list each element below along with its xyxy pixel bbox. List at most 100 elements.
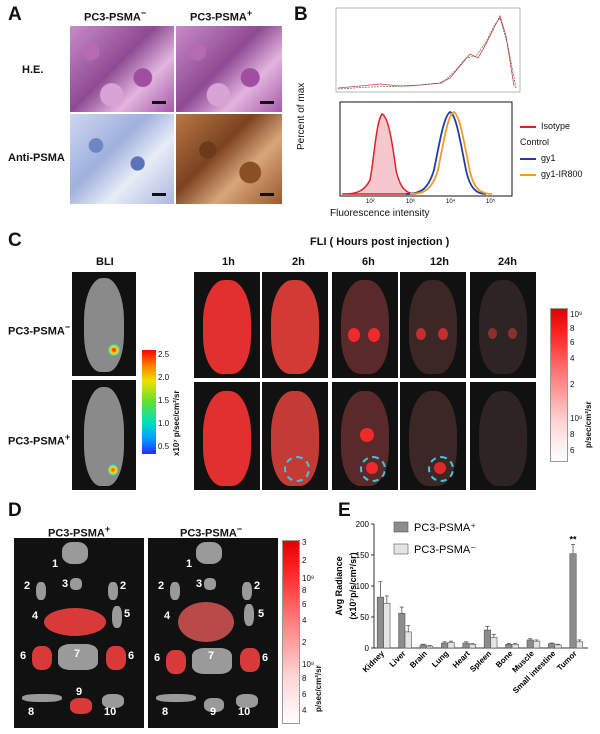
organ-number: 2 <box>254 580 261 592</box>
bar-neg <box>447 642 455 649</box>
fli-tick: 2 <box>570 380 575 389</box>
panel-e-label: E <box>338 500 351 521</box>
organ-number: 10 <box>238 706 251 718</box>
fli-neg-12h <box>400 272 466 378</box>
panel-a-label: A <box>8 4 22 25</box>
bli-colorbar <box>142 350 156 454</box>
col-header-pos: PC3-PSMA+ <box>190 8 253 24</box>
bar-pos <box>419 644 427 649</box>
bar-neg <box>490 637 498 649</box>
col-header-neg: PC3-PSMA− <box>84 8 147 24</box>
x-tick-label: Liver <box>388 649 408 669</box>
y-tick-label: 50 <box>360 613 369 622</box>
organ-number: 8 <box>162 706 169 718</box>
bar-pos <box>569 553 577 649</box>
fli-pos-12h <box>400 382 466 490</box>
organ-tick: 6 <box>302 600 307 609</box>
organ-number: 8 <box>28 706 35 718</box>
time-1h: 1h <box>222 256 235 268</box>
flow-overview-plot <box>335 7 521 93</box>
bli-mouse-pos <box>72 380 136 490</box>
fli-neg-1h <box>194 272 260 378</box>
y-axis-label: (x10⁷p/s/cm²/sr) <box>348 552 358 619</box>
organ-tick: 10⁹ <box>302 574 315 583</box>
bar-pos <box>483 629 491 649</box>
fli-neg-24h <box>470 272 536 378</box>
fli-tick: 6 <box>570 338 575 347</box>
organ-number: 4 <box>32 610 39 622</box>
organ-col-pos: PC3-PSMA+ <box>48 524 111 540</box>
row-label-pos: PC3-PSMA+ <box>8 432 71 448</box>
bar-neg <box>426 645 434 649</box>
organ-tick: 4 <box>302 706 307 715</box>
bli-tick: 1.0 <box>158 419 170 428</box>
time-6h: 6h <box>362 256 375 268</box>
bar-pos <box>462 642 470 649</box>
time-12h: 12h <box>430 256 449 268</box>
organ-panel-pos: 1 2 3 2 4 5 6 7 6 8 9 10 <box>14 538 144 728</box>
organ-number: 6 <box>128 650 135 662</box>
organ-number: 1 <box>186 558 193 570</box>
legend-item-gy1-ir800: gy1-IR800 <box>520 166 600 182</box>
legend-label: PC3-PSMA⁻ <box>414 544 476 556</box>
organ-colorbar <box>282 540 300 724</box>
organ-number: 6 <box>262 652 269 664</box>
organ-number: 7 <box>208 650 215 662</box>
svg-text:10²: 10² <box>366 199 375 204</box>
organ-number: 2 <box>120 580 127 592</box>
y-tick-label: 0 <box>365 644 370 653</box>
tumor-circle <box>284 456 310 482</box>
row-label-neg: PC3-PSMA− <box>8 322 71 338</box>
fli-neg-2h <box>262 272 328 378</box>
flow-xlabel: Fluorescence intensity <box>330 208 430 219</box>
significance-annotation: ** <box>570 534 578 544</box>
y-tick-label: 200 <box>356 520 370 529</box>
bli-mouse-neg <box>72 272 136 376</box>
organ-number: 5 <box>124 608 131 620</box>
fli-colorbar <box>550 308 568 462</box>
fli-title: FLI ( Hours post injection ) <box>310 236 450 248</box>
bar-neg <box>533 640 541 649</box>
fli-pos-2h <box>262 382 328 490</box>
organ-number: 6 <box>20 650 27 662</box>
organ-number: 7 <box>74 648 81 660</box>
bar-neg <box>511 643 519 649</box>
bar-pos <box>526 639 534 649</box>
legend-label: PC3-PSMA⁺ <box>414 522 476 534</box>
bar-neg <box>554 644 562 649</box>
organ-tick: 8 <box>302 586 307 595</box>
organ-number: 5 <box>258 608 265 620</box>
ihc-pos-image <box>176 114 282 204</box>
organ-tick: 10⁸ <box>302 660 315 669</box>
svg-text:10⁴: 10⁴ <box>446 198 456 204</box>
bar-pos <box>505 643 513 649</box>
flow-ylabel: Percent of max <box>296 82 307 150</box>
fli-tick: 8 <box>570 430 575 439</box>
organ-number: 2 <box>158 580 165 592</box>
bli-tick: 1.5 <box>158 396 170 405</box>
time-2h: 2h <box>292 256 305 268</box>
bar-pos <box>441 642 449 649</box>
y-tick-label: 150 <box>356 551 370 560</box>
organ-number: 10 <box>104 706 117 718</box>
x-tick-label: Lung <box>430 649 450 669</box>
fli-tick: 4 <box>570 354 575 363</box>
fli-neg-6h <box>332 272 398 378</box>
organ-number: 1 <box>52 558 59 570</box>
bli-unit: x10⁷ p/sec/cm²/sr <box>172 390 181 456</box>
organ-tick: 8 <box>302 674 307 683</box>
y-axis-label: Avg Radiance <box>334 556 344 615</box>
x-tick-label: Spleen <box>468 649 493 674</box>
bar-neg <box>468 643 476 649</box>
organ-number: 3 <box>62 578 69 590</box>
fli-tick: 10⁹ <box>570 310 583 319</box>
y-tick-label: 100 <box>356 582 370 591</box>
organ-tick: 6 <box>302 690 307 699</box>
legend-swatch <box>393 543 409 555</box>
organ-number: 9 <box>76 686 83 698</box>
legend-item-gy1: gy1 <box>520 150 600 166</box>
organ-col-neg: PC3-PSMA− <box>180 524 243 540</box>
x-tick-label: Brain <box>408 649 429 670</box>
bli-title: BLI <box>96 256 114 268</box>
tumor-circle <box>360 456 386 482</box>
